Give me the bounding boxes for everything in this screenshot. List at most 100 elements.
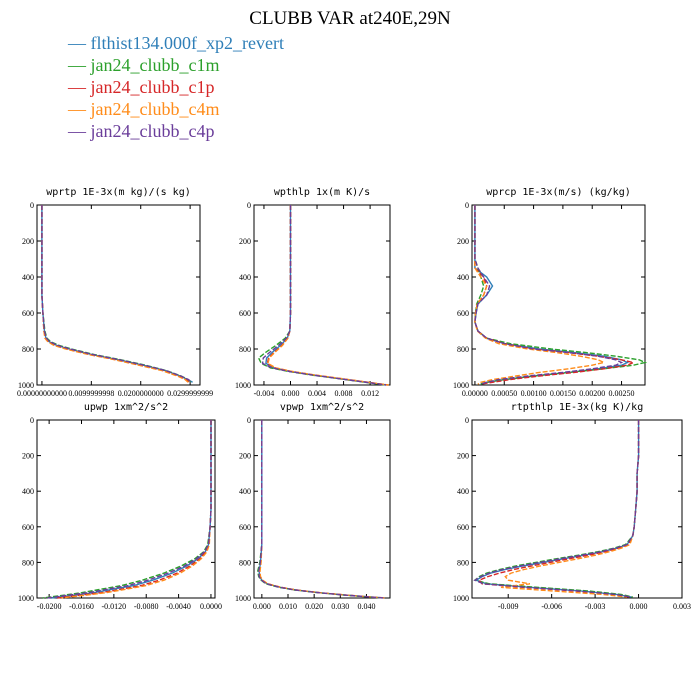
y-tick-label: 600 — [457, 309, 469, 318]
x-tick-label: -0.0080 — [134, 602, 159, 611]
legend-item: — jan24_clubb_c4m — [68, 98, 284, 120]
y-tick-label: 400 — [457, 487, 469, 496]
series-line — [50, 420, 212, 599]
y-tick-label: 200 — [457, 237, 469, 246]
y-tick-label: 1000 — [453, 381, 469, 390]
x-tick-label: 0.010 — [279, 602, 297, 611]
legend-item: — jan24_clubb_c4p — [68, 120, 284, 142]
series-line — [258, 420, 385, 599]
y-tick-label: 400 — [239, 487, 251, 496]
series-line — [256, 420, 384, 599]
legend-line-icon: — — [68, 77, 91, 97]
legend: — flthist134.000f_xp2_revert — jan24_clu… — [68, 32, 284, 142]
y-tick-label: 600 — [239, 523, 251, 532]
panel-title: wprtp 1E-3x(m kg)/(s kg) — [46, 187, 191, 198]
y-tick-label: 800 — [457, 345, 469, 354]
y-tick-label: 1000 — [18, 381, 34, 390]
x-tick-label: 0.00050 — [491, 389, 517, 398]
y-tick-label: 400 — [22, 273, 34, 282]
y-tick-label: 200 — [22, 452, 34, 461]
series-line — [265, 205, 387, 386]
legend-line-icon: — — [68, 121, 91, 141]
y-tick-label: 800 — [239, 558, 251, 567]
legend-line-icon: — — [68, 33, 91, 53]
legend-label: jan24_clubb_c1p — [90, 77, 215, 97]
y-tick-label: 0 — [30, 416, 34, 425]
panel-frame — [471, 419, 683, 599]
legend-label: flthist134.000f_xp2_revert — [90, 33, 284, 53]
series-line — [500, 420, 640, 598]
x-tick-label: 0.008 — [335, 389, 353, 398]
x-tick-label: -0.009 — [498, 602, 519, 611]
y-tick-label: 400 — [239, 273, 251, 282]
y-tick-label: 400 — [457, 273, 469, 282]
series-line — [57, 420, 212, 599]
series-line — [41, 205, 190, 383]
x-tick-label: 0.020 — [305, 602, 323, 611]
series-line — [41, 205, 193, 383]
x-tick-label: 0.00000 — [462, 389, 488, 398]
series-line — [474, 205, 630, 385]
x-tick-label: 0.000 — [253, 602, 271, 611]
y-tick-label: 600 — [22, 523, 34, 532]
x-tick-label: 0.00000000000 — [17, 389, 67, 398]
legend-item: — jan24_clubb_c1p — [68, 76, 284, 98]
panel-frame — [36, 419, 216, 599]
x-tick-label: -0.003 — [585, 602, 606, 611]
y-tick-label: 600 — [22, 309, 34, 318]
x-tick-label: -0.0040 — [166, 602, 191, 611]
y-tick-label: 600 — [457, 523, 469, 532]
y-tick-label: 200 — [22, 237, 34, 246]
panel-frame — [253, 204, 391, 386]
x-tick-label: 0.0099999998 — [68, 389, 114, 398]
y-tick-label: 0 — [247, 416, 251, 425]
y-tick-label: 600 — [239, 309, 251, 318]
x-tick-label: 0.00250 — [609, 389, 635, 398]
legend-label: jan24_clubb_c4p — [90, 121, 215, 141]
series-line — [258, 420, 386, 599]
panel-title: upwp 1xm^2/s^2 — [84, 402, 168, 413]
panel-title: rtpthlp 1E-3x(kg K)/kg — [511, 402, 643, 413]
series-line — [41, 205, 193, 383]
y-tick-label: 0 — [30, 201, 34, 210]
chart-title: CLUBB VAR at240E,29N — [249, 8, 451, 29]
x-tick-label: 0.003 — [673, 602, 691, 611]
series-line — [474, 205, 648, 385]
series-line — [46, 420, 212, 599]
y-tick-label: 1000 — [235, 381, 251, 390]
x-tick-label: 0.000 — [630, 602, 648, 611]
legend-line-icon: — — [68, 55, 91, 75]
y-tick-label: 0 — [247, 201, 251, 210]
y-tick-label: 800 — [239, 345, 251, 354]
x-tick-label: 0.00100 — [521, 389, 547, 398]
x-tick-label: -0.0120 — [102, 602, 127, 611]
x-tick-label: -0.006 — [541, 602, 562, 611]
panel-title: vpwp 1xm^2/s^2 — [280, 402, 364, 413]
panel-title: wpthlp 1x(m K)/s — [274, 187, 370, 198]
series-line — [61, 420, 212, 599]
legend-line-icon: — — [68, 99, 91, 119]
x-tick-label: 0.00150 — [550, 389, 576, 398]
series-line — [473, 420, 640, 598]
x-tick-label: 0.0200000000 — [118, 389, 164, 398]
panel-frame — [471, 204, 646, 386]
series-line — [266, 205, 389, 386]
y-tick-label: 800 — [22, 558, 34, 567]
panel-frame — [36, 204, 201, 386]
series-line — [474, 205, 607, 385]
y-tick-label: 1000 — [235, 594, 251, 603]
x-tick-label: 0.00200 — [579, 389, 605, 398]
x-tick-label: 0.000 — [281, 389, 299, 398]
x-tick-label: 0.0299999999 — [167, 389, 213, 398]
panel-frame — [253, 419, 391, 599]
x-tick-label: 0.040 — [357, 602, 375, 611]
y-tick-label: 0 — [465, 201, 469, 210]
y-tick-label: 800 — [457, 558, 469, 567]
x-tick-label: 0.0000 — [200, 602, 222, 611]
x-tick-label: 0.012 — [361, 389, 379, 398]
y-tick-label: 200 — [457, 452, 469, 461]
series-line — [257, 205, 386, 386]
series-line — [259, 420, 386, 599]
series-line — [41, 205, 189, 383]
